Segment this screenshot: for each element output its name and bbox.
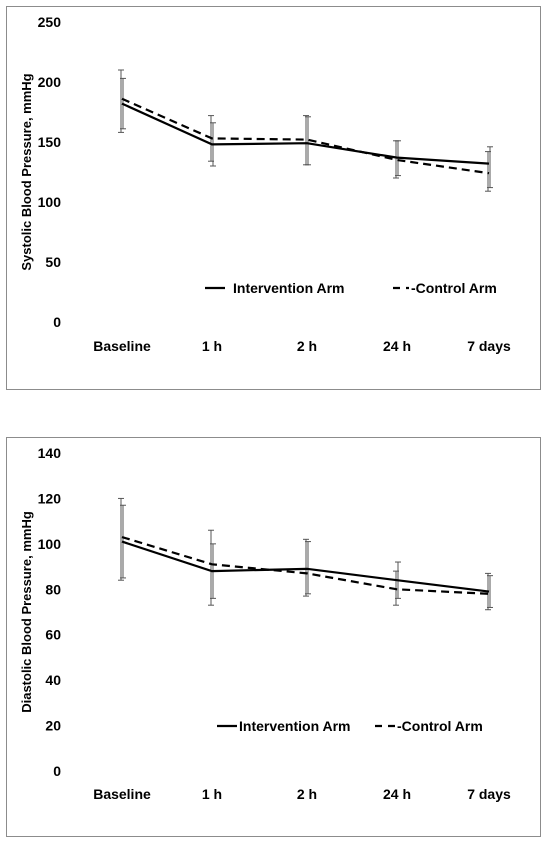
intervention-arm-line bbox=[121, 540, 490, 593]
y-tick-label: 0 bbox=[53, 763, 61, 779]
x-tick-label: 2 h bbox=[297, 786, 317, 802]
x-tick-label: 1 h bbox=[202, 338, 222, 354]
control-arm-line bbox=[121, 97, 490, 175]
legend-label: Intervention Arm bbox=[233, 280, 345, 296]
x-tick-label: 2 h bbox=[297, 338, 317, 354]
x-tick-label: Baseline bbox=[93, 338, 151, 354]
x-tick-label: 24 h bbox=[383, 338, 411, 354]
y-axis-label: Diastolic Blood Pressure, mmHg bbox=[19, 511, 34, 713]
x-tick-label: 24 h bbox=[383, 786, 411, 802]
systolic-chart: 0 50 100 150 200 250 Systolic Blood Pressure, … bbox=[19, 14, 511, 354]
y-tick-label: 50 bbox=[45, 254, 61, 270]
legend-label: Intervention Arm bbox=[239, 718, 351, 734]
y-tick-label: 140 bbox=[38, 445, 62, 461]
x-tick-label: Baseline bbox=[93, 786, 151, 802]
y-tick-label: 200 bbox=[38, 74, 62, 90]
x-tick-label: 1 h bbox=[202, 786, 222, 802]
legend-label: -Control Arm bbox=[411, 280, 497, 296]
y-tick-label: 150 bbox=[38, 134, 62, 150]
legend-label: -Control Arm bbox=[397, 718, 483, 734]
y-tick-label: 0 bbox=[53, 314, 61, 330]
diastolic-chart-panel: 0 20 40 60 80 100 120 140 Diastolic Blood Pressu… bbox=[6, 437, 541, 837]
y-tick-label: 250 bbox=[38, 14, 62, 30]
intervention-arm-line bbox=[121, 102, 490, 165]
y-tick-label: 100 bbox=[38, 536, 62, 552]
y-tick-label: 100 bbox=[38, 194, 62, 210]
x-tick-label: 7 days bbox=[467, 338, 511, 354]
y-tick-label: 20 bbox=[45, 718, 61, 734]
diastolic-chart: 0 20 40 60 80 100 120 140 Diastolic Blood Pressu… bbox=[19, 445, 511, 802]
y-tick-label: 60 bbox=[45, 627, 61, 643]
y-tick-label: 40 bbox=[45, 672, 61, 688]
control-arm-line bbox=[121, 535, 490, 595]
systolic-chart-panel: 0 50 100 150 200 250 Systolic Blood Pressure, … bbox=[6, 6, 541, 390]
x-tick-label: 7 days bbox=[467, 786, 511, 802]
y-axis-label: Systolic Blood Pressure, mmHg bbox=[19, 73, 34, 270]
y-tick-label: 80 bbox=[45, 581, 61, 597]
y-tick-label: 120 bbox=[38, 490, 62, 506]
